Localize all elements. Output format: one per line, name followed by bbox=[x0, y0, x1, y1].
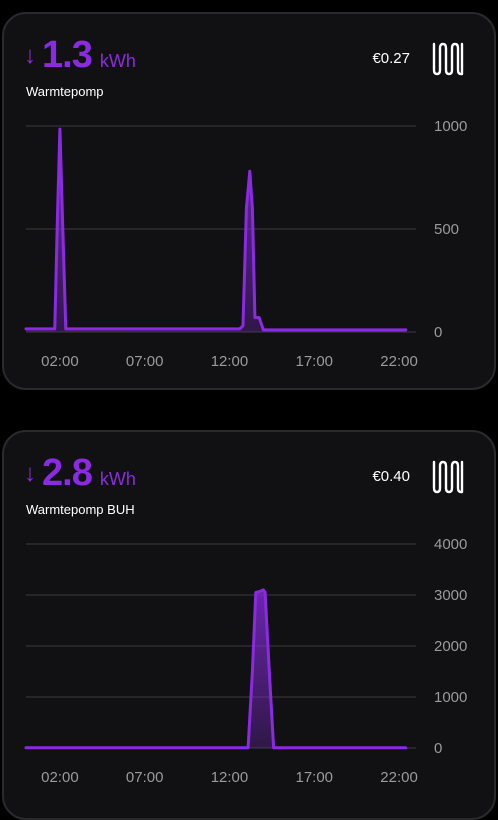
power-chart[interactable]: 1000 500 0 02:00 07:00 12:00 17:00 22:00 bbox=[4, 14, 496, 390]
series-area bbox=[26, 589, 406, 748]
x-tick-label: 07:00 bbox=[126, 769, 164, 786]
y-tick-label: 1000 bbox=[434, 689, 467, 706]
x-tick-label: 22:00 bbox=[380, 769, 418, 786]
cost-value: €0.27 bbox=[372, 50, 410, 67]
power-chart[interactable]: 4000 3000 2000 1000 0 02:00 07:00 12:00 17:00 22:… bbox=[4, 432, 496, 820]
radiator-icon bbox=[432, 460, 464, 494]
x-tick-label: 12:00 bbox=[211, 353, 249, 370]
x-tick-label: 22:00 bbox=[380, 353, 418, 370]
energy-card-warmtepomp[interactable]: ↓ 1.3 kWh Warmtepomp €0.27 1000 500 0 02:00… bbox=[2, 12, 496, 390]
energy-value: 1.3 bbox=[42, 34, 93, 76]
y-tick-label: 0 bbox=[434, 324, 442, 341]
y-tick-label: 4000 bbox=[434, 536, 467, 553]
cost-value: €0.40 bbox=[372, 468, 410, 485]
y-tick-label: 0 bbox=[434, 740, 442, 757]
x-tick-label: 12:00 bbox=[211, 769, 249, 786]
energy-unit: kWh bbox=[99, 469, 136, 489]
entity-name: Warmtepomp BUH bbox=[26, 502, 135, 517]
energy-card-warmtepomp-buh[interactable]: ↓ 2.8 kWh Warmtepomp BUH €0.40 4000 3000 2… bbox=[2, 430, 496, 820]
x-tick-label: 02:00 bbox=[41, 769, 79, 786]
y-tick-label: 2000 bbox=[434, 638, 467, 655]
x-tick-label: 07:00 bbox=[126, 353, 164, 370]
entity-name: Warmtepomp bbox=[26, 84, 104, 99]
energy-headline: ↓ 2.8 kWh bbox=[24, 452, 136, 495]
x-tick-label: 17:00 bbox=[295, 769, 333, 786]
arrow-down-icon: ↓ bbox=[24, 42, 36, 69]
y-tick-label: 3000 bbox=[434, 587, 467, 604]
x-tick-label: 17:00 bbox=[295, 353, 333, 370]
energy-value: 2.8 bbox=[42, 452, 93, 494]
series-line bbox=[24, 127, 408, 332]
y-tick-label: 1000 bbox=[434, 118, 467, 135]
radiator-icon bbox=[432, 42, 464, 76]
series-line bbox=[24, 588, 408, 750]
energy-unit: kWh bbox=[99, 51, 136, 71]
y-tick-label: 500 bbox=[434, 221, 459, 238]
x-tick-label: 02:00 bbox=[41, 353, 79, 370]
arrow-down-icon: ↓ bbox=[24, 460, 36, 487]
energy-headline: ↓ 1.3 kWh bbox=[24, 34, 136, 77]
series-area bbox=[26, 129, 406, 332]
